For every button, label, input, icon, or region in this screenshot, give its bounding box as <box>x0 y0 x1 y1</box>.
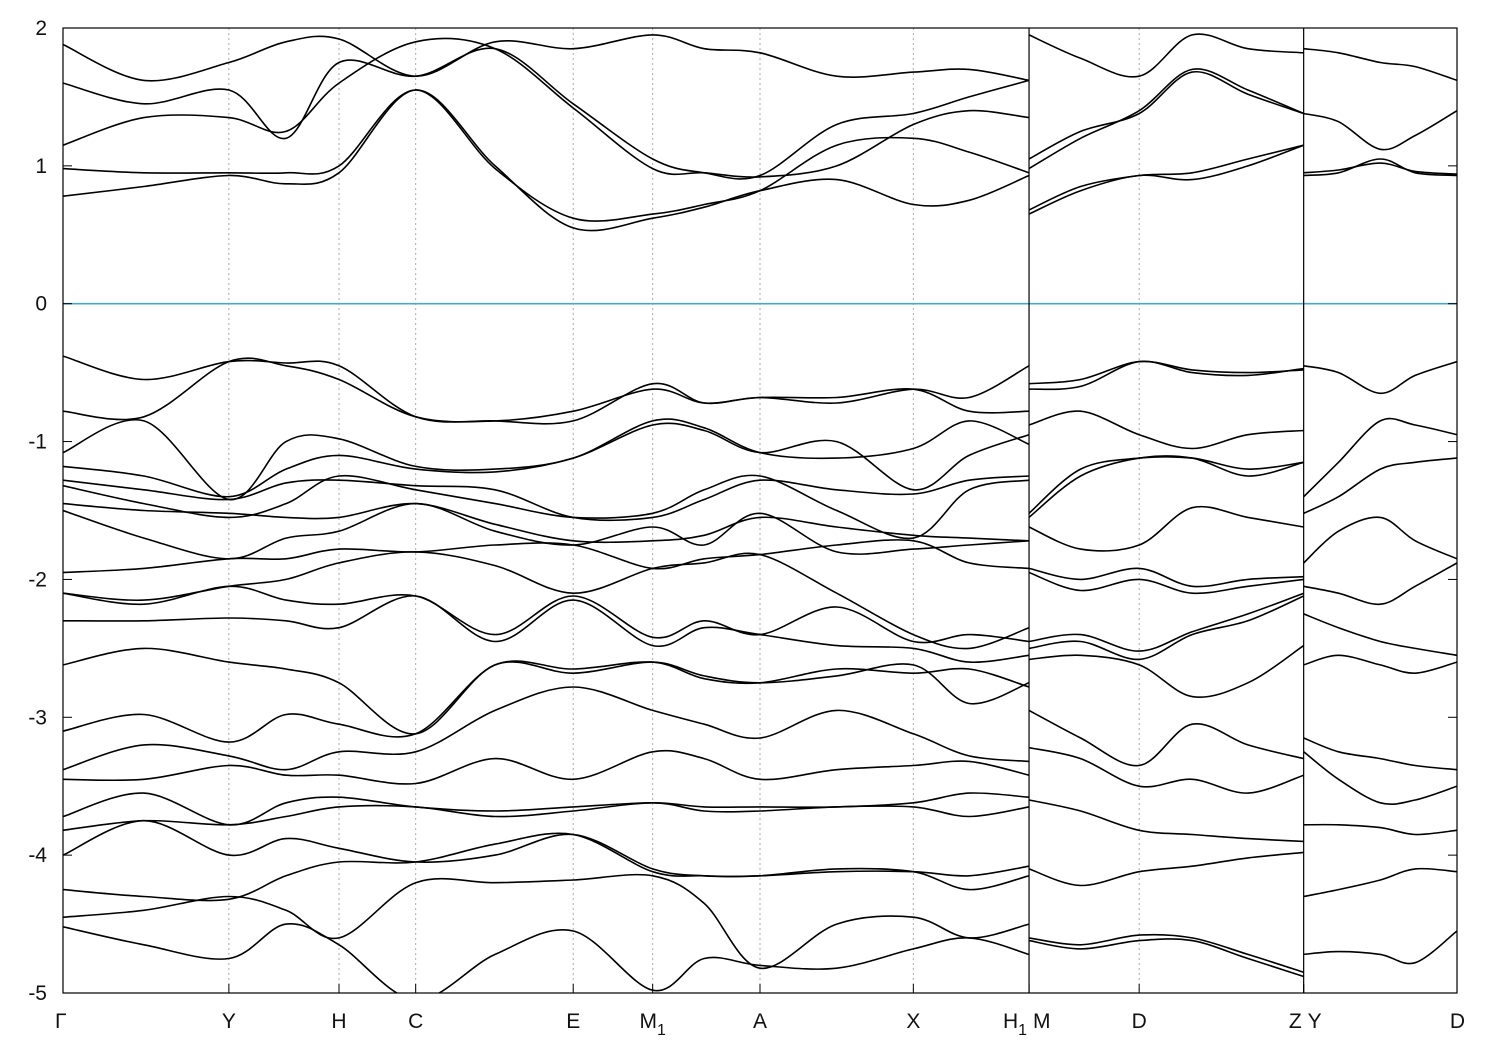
band-line <box>63 539 1030 574</box>
y-tick-label: -5 <box>28 982 47 1005</box>
band-line <box>1303 457 1457 515</box>
band-line <box>1303 751 1457 805</box>
band-line <box>1028 144 1304 215</box>
x-tick-label: M <box>1033 1010 1051 1033</box>
band-line <box>63 89 1030 222</box>
band-line <box>1028 644 1305 699</box>
x-tick-label: Γ <box>55 1010 67 1033</box>
kpoint-grid-lines <box>228 28 1140 993</box>
x-tick-label: X <box>906 1010 920 1033</box>
band-line <box>1028 68 1305 170</box>
band-line <box>63 37 1030 178</box>
band-line <box>1028 455 1304 519</box>
band-line <box>1303 360 1457 395</box>
x-tick-label: H <box>331 1010 346 1033</box>
band-line <box>63 801 1030 832</box>
x-tick-label: Z <box>1289 1010 1302 1033</box>
band-line <box>63 475 1030 522</box>
band-line <box>63 585 1030 644</box>
band-line <box>1303 110 1457 151</box>
band-line <box>63 595 1030 663</box>
band-line <box>1028 505 1304 552</box>
band-line <box>63 422 1030 498</box>
band-line <box>63 819 1030 878</box>
x-axis-ticks: Γ Y H C E M1 A X H1 M D Z Y D <box>55 984 1465 1039</box>
band-line <box>1303 158 1457 177</box>
band-line <box>63 647 1030 735</box>
band-line <box>1028 592 1304 652</box>
band-line <box>63 749 1030 785</box>
band-line <box>1028 799 1304 843</box>
band-line <box>63 474 1030 540</box>
band-line <box>1303 162 1457 175</box>
x-tick-label: E <box>566 1010 580 1033</box>
band-line <box>63 873 1030 970</box>
band-line <box>1028 746 1304 794</box>
band-line <box>1303 562 1457 606</box>
y-tick-label: -1 <box>28 431 47 454</box>
band-line <box>1028 709 1304 767</box>
band-lines <box>63 33 1457 993</box>
band-line <box>1028 567 1304 588</box>
y-tick-label: -2 <box>28 568 47 591</box>
y-tick-label: -4 <box>28 844 47 867</box>
band-line <box>1303 930 1457 965</box>
x-tick-label: Y <box>222 1010 236 1033</box>
band-line <box>1028 360 1304 385</box>
band-line <box>1028 144 1304 211</box>
x-tick-label: A <box>753 1010 767 1033</box>
x-tick-label: Y <box>1308 1010 1322 1033</box>
x-tick-label: C <box>408 1010 423 1033</box>
band-line <box>1028 70 1304 160</box>
band-line <box>1028 933 1304 974</box>
band-line <box>1303 737 1457 771</box>
x-tick-label: D <box>1450 1010 1465 1033</box>
band-line <box>1303 417 1457 498</box>
band-line <box>63 686 1030 771</box>
band-line <box>63 832 1030 902</box>
band-line <box>1028 410 1304 450</box>
band-line <box>63 923 1030 993</box>
band-line <box>1303 823 1457 836</box>
band-line <box>63 660 1030 743</box>
x-tick-label: D <box>1132 1010 1147 1033</box>
band-line <box>1028 33 1304 78</box>
band-line <box>63 355 1030 425</box>
y-tick-label: 0 <box>35 293 47 316</box>
band-line <box>1028 938 1304 978</box>
y-tick-label: 1 <box>35 155 47 178</box>
band-line <box>1303 654 1457 675</box>
band-line <box>1303 516 1457 564</box>
band-line <box>63 551 1030 650</box>
band-line <box>1028 595 1305 661</box>
band-line <box>1028 455 1304 514</box>
band-line <box>63 502 1030 544</box>
band-line <box>63 47 1030 180</box>
band-line <box>1028 571 1304 595</box>
band-line <box>63 357 1030 423</box>
band-line <box>1303 867 1457 898</box>
y-tick-label: -3 <box>28 706 47 729</box>
y-axis-ticks: 2 1 0 -1 -2 -3 -4 -5 <box>28 17 1457 1005</box>
band-line <box>63 89 1030 232</box>
band-line <box>1028 360 1304 391</box>
band-line <box>1028 851 1304 887</box>
band-line <box>1303 613 1457 657</box>
y-tick-label: 2 <box>35 17 47 40</box>
path-break-lines <box>1028 28 1305 993</box>
band-line <box>63 34 1030 82</box>
band-line <box>1303 47 1457 82</box>
